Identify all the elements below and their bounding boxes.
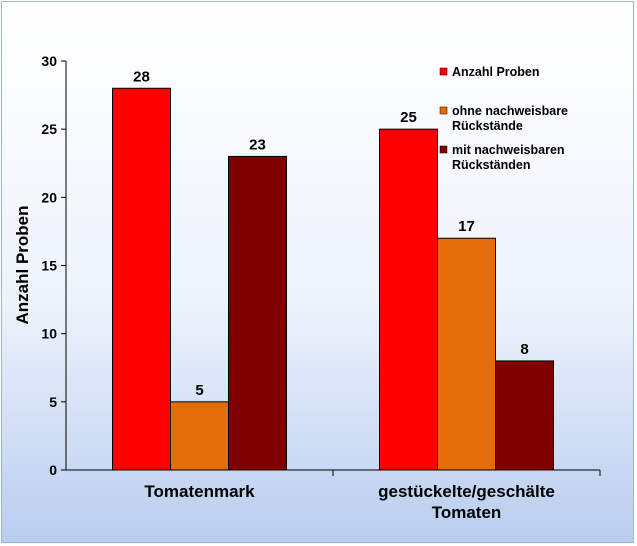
data-label: 28 bbox=[133, 68, 150, 85]
x-tick-label: Tomaten bbox=[432, 503, 502, 522]
legend-label: Rückständen bbox=[452, 158, 531, 172]
y-axis-label: Anzahl Proben bbox=[13, 205, 32, 324]
bar bbox=[437, 237, 496, 471]
y-tick-label: 15 bbox=[41, 258, 57, 274]
x-tick-label: Tomatenmark bbox=[144, 482, 255, 501]
bar bbox=[495, 360, 554, 471]
data-labels: 28 5 23 25 17 8 bbox=[133, 68, 529, 399]
legend-swatch bbox=[439, 67, 448, 76]
axes: 0 5 10 15 20 25 30 Tomatenmark gestückelte/gesch… bbox=[41, 53, 601, 522]
legend-swatch bbox=[439, 145, 448, 154]
y-tick-label: 10 bbox=[41, 326, 57, 342]
legend-swatch bbox=[439, 106, 448, 115]
data-label: 5 bbox=[195, 382, 203, 399]
legend-label: ohne nachweisbare bbox=[452, 104, 568, 118]
legend-label: Rückstände bbox=[452, 119, 523, 133]
bar bbox=[112, 87, 171, 471]
legend-label: mit nachweisbaren bbox=[452, 143, 565, 157]
bar bbox=[170, 401, 229, 471]
data-label: 17 bbox=[458, 218, 475, 235]
y-tick-label: 30 bbox=[41, 53, 57, 69]
y-tick-label: 5 bbox=[49, 394, 57, 410]
bars bbox=[112, 87, 554, 471]
data-label: 8 bbox=[520, 341, 528, 358]
bar bbox=[379, 128, 438, 471]
x-tick-label: gestückelte/geschälte bbox=[378, 482, 555, 501]
bar bbox=[228, 155, 287, 471]
data-label: 23 bbox=[249, 136, 266, 153]
y-tick-label: 0 bbox=[49, 462, 57, 478]
y-tick-label: 25 bbox=[41, 121, 57, 137]
data-label: 25 bbox=[400, 109, 417, 126]
legend-label: Anzahl Proben bbox=[452, 65, 540, 79]
y-tick-label: 20 bbox=[41, 189, 57, 205]
